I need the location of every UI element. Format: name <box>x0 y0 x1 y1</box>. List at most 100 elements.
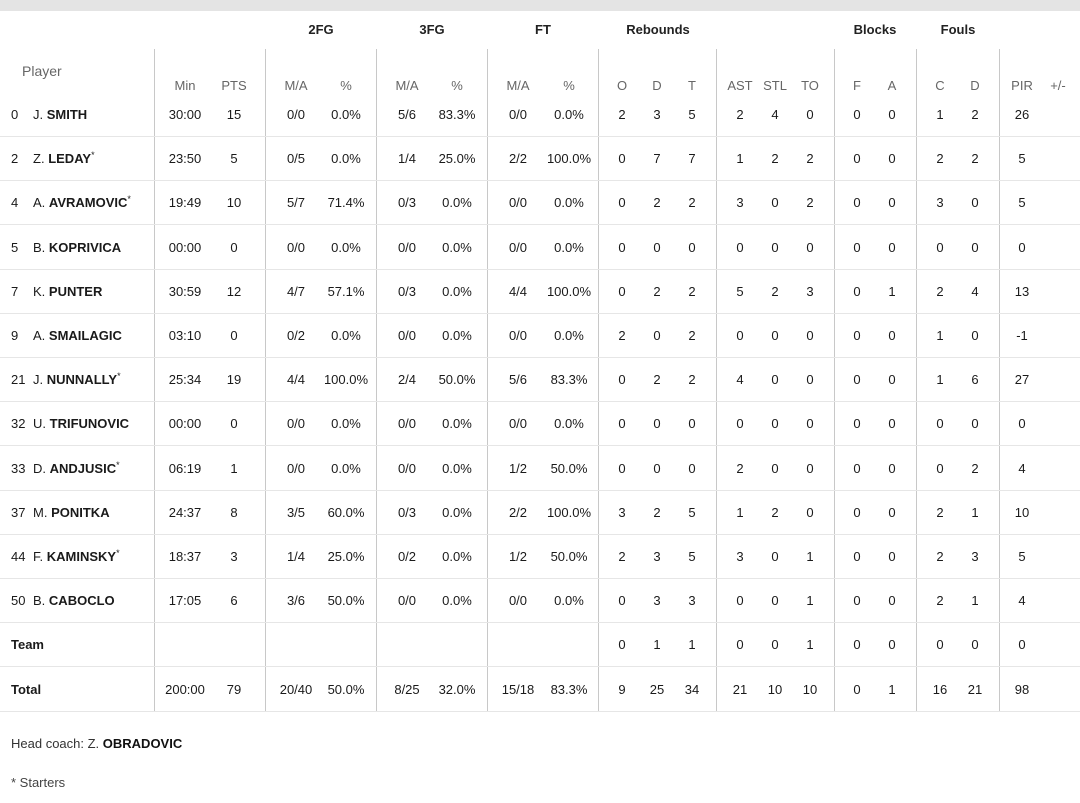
stat-cell: 5/7 <box>286 195 306 211</box>
stat-cell <box>382 623 432 667</box>
stat-cell <box>1043 93 1073 137</box>
stat-cell: 2 <box>653 372 661 388</box>
column-header: M/A <box>284 78 308 93</box>
player-row[interactable]: 0 J. SMITH 30:00 15 0/0 0.0% 5/6 83.3% 0/0 0.0% 2 3… <box>0 93 1080 137</box>
player-row[interactable]: 44 F. KAMINSKY* 18:37 3 1/4 25.0% 0/2 0.0% 1/2 50… <box>0 535 1080 579</box>
column-header: TO <box>801 78 819 93</box>
stat-cell: 10 <box>226 195 242 211</box>
stat-cell: 26 <box>1014 107 1030 122</box>
player-name[interactable]: J. NUNNALLY* <box>33 358 153 402</box>
player-row[interactable]: 21 J. NUNNALLY* 25:34 19 4/4 100.0% 2/4 50.0% 5/… <box>0 358 1080 403</box>
stat-cell: 0 <box>806 460 814 476</box>
player-name[interactable]: D. ANDJUSIC* <box>33 447 153 491</box>
player-last-name: PUNTER <box>48 283 103 299</box>
player-last-name: ANDJUSIC <box>49 460 117 476</box>
column-divider <box>598 49 599 711</box>
starter-marker: * <box>127 194 131 205</box>
player-row[interactable]: 5 B. KOPRIVICA 00:00 0 0/0 0.0% 0/0 0.0% 0/0 0.0%… <box>0 226 1080 270</box>
stat-cell: 0 <box>618 416 626 432</box>
stat-cell: 0 <box>971 637 979 653</box>
stat-cell: 98 <box>1014 681 1030 697</box>
stat-cell: 0 <box>853 549 861 564</box>
player-name[interactable]: U. TRIFUNOVIC <box>33 402 153 446</box>
stat-cell: 4 <box>1018 593 1026 609</box>
stat-cell: 3/6 <box>286 593 306 609</box>
stat-cell: 71.4% <box>327 195 365 211</box>
player-name[interactable]: J. SMITH <box>33 93 153 137</box>
player-row[interactable]: 4 A. AVRAMOVIC* 19:49 10 5/7 71.4% 0/3 0.0% 0/0 0… <box>0 181 1080 226</box>
column-divider <box>487 49 488 711</box>
stat-cell <box>1043 270 1073 314</box>
stat-cell: 0 <box>618 283 626 299</box>
player-row[interactable]: 9 A. SMAILAGIC 03:10 0 0/2 0.0% 0/0 0.0% 0/0 0.0%… <box>0 314 1080 358</box>
player-name[interactable]: Z. LEDAY* <box>33 137 153 181</box>
player-name[interactable]: B. CABOCLO <box>33 579 153 623</box>
stat-cell: 0 <box>853 328 861 343</box>
stat-cell: 0 <box>771 416 779 432</box>
stat-cell <box>1043 447 1073 491</box>
player-name[interactable]: A. SMAILAGIC <box>33 314 153 358</box>
total-row: Total 200:00 79 20/40 50.0% 8/25 32.0% 15/18 83.… <box>0 668 1080 712</box>
stat-cell: 5/6 <box>508 372 528 388</box>
player-initial: D. <box>33 460 46 476</box>
stat-cell: 0 <box>853 283 861 299</box>
stat-cell: 0/3 <box>397 283 417 299</box>
stat-cell: 0 <box>888 549 896 564</box>
stat-cell: 0 <box>888 372 896 388</box>
stat-cell: 60.0% <box>327 504 365 520</box>
stat-cell: 1 <box>936 372 944 388</box>
stat-cell: 50.0% <box>438 372 476 388</box>
stat-cell: 0/0 <box>397 328 417 343</box>
stat-cell: 100.0% <box>546 151 592 167</box>
stat-cell: 2 <box>936 504 944 520</box>
player-row[interactable]: 37 M. PONITKA 24:37 8 3/5 60.0% 0/3 0.0% 2/2 100.… <box>0 491 1080 535</box>
player-name[interactable]: B. KOPRIVICA <box>33 226 153 270</box>
player-name[interactable]: K. PUNTER <box>33 270 153 314</box>
stat-cell: 1/4 <box>397 151 417 167</box>
column-header: C <box>935 78 945 93</box>
stat-cell: 3 <box>936 195 944 211</box>
head-coach-prefix: Head coach: Z. <box>11 736 100 751</box>
stat-cell <box>271 623 321 667</box>
stat-cell <box>1043 226 1073 270</box>
player-row[interactable]: 50 B. CABOCLO 17:05 6 3/6 50.0% 0/0 0.0% 0/0 0.0%… <box>0 579 1080 624</box>
player-row[interactable]: 7 K. PUNTER 30:59 12 4/7 57.1% 0/3 0.0% 4/4 100.0… <box>0 270 1080 314</box>
stat-cell: 21 <box>732 681 748 697</box>
stat-cell: 0 <box>806 239 814 255</box>
stat-cell: 2 <box>736 107 744 122</box>
starter-marker: * <box>91 150 95 161</box>
group-header-3fg: 3FG <box>419 22 445 37</box>
player-initial: F. <box>33 549 44 564</box>
stat-cell <box>493 623 543 667</box>
player-name[interactable]: A. AVRAMOVIC* <box>33 181 153 225</box>
stat-cell: 2/2 <box>508 151 528 167</box>
player-row[interactable]: 32 U. TRIFUNOVIC 00:00 0 0/0 0.0% 0/0 0.0% 0/0 0.… <box>0 402 1080 447</box>
stat-cell: 20/40 <box>279 681 313 697</box>
player-row[interactable]: 2 Z. LEDAY* 23:50 5 0/5 0.0% 1/4 25.0% 2/2 100.0%… <box>0 137 1080 182</box>
player-last-name: TRIFUNOVIC <box>49 416 130 432</box>
stat-cell <box>1043 491 1073 535</box>
player-column-header: Player <box>22 63 62 79</box>
stat-cell: 9 <box>618 681 626 697</box>
player-initial: J. <box>33 372 44 388</box>
stat-cell: 0 <box>618 195 626 211</box>
stat-cell <box>539 623 599 667</box>
stat-cell: 0 <box>736 593 744 609</box>
stat-cell: 4 <box>736 372 744 388</box>
stat-cell <box>1043 314 1073 358</box>
stat-cell: 1 <box>888 681 896 697</box>
stat-cell: 0 <box>853 637 861 653</box>
stat-cell: 0 <box>853 460 861 476</box>
player-initial: Z. <box>33 151 45 167</box>
stat-cell: 2 <box>688 283 696 299</box>
stat-cell: 17:05 <box>168 593 202 609</box>
player-row[interactable]: 33 D. ANDJUSIC* 06:19 1 0/0 0.0% 0/0 0.0% 1/2 50.… <box>0 447 1080 491</box>
stat-cell <box>1043 668 1073 712</box>
stat-cell: 0.0% <box>442 416 472 432</box>
player-last-name: SMITH <box>46 107 88 122</box>
stat-cell: 0 <box>853 107 861 122</box>
player-name[interactable]: M. PONITKA <box>33 491 153 535</box>
player-name[interactable]: F. KAMINSKY* <box>33 535 153 579</box>
column-header: T <box>688 78 696 93</box>
stat-cell: 0.0% <box>442 593 472 609</box>
